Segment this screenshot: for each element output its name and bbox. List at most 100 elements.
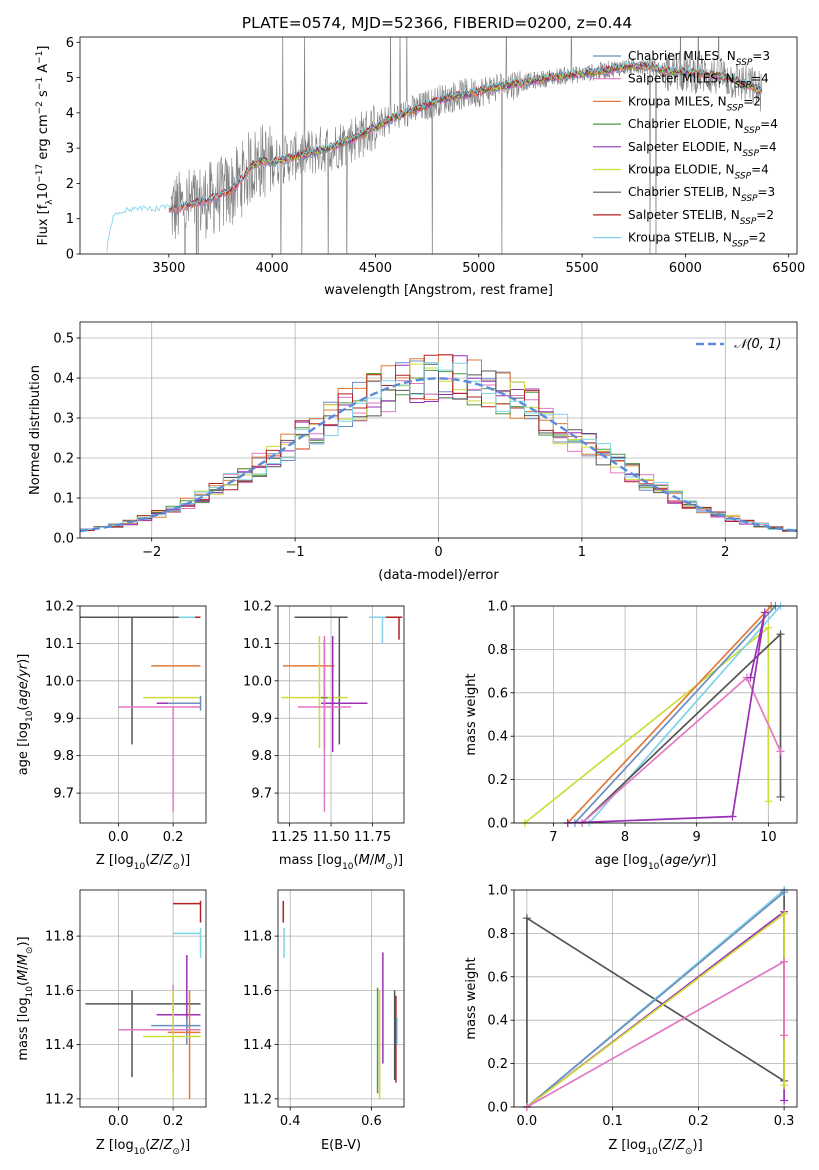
- residual-hist-salpeter_stelib: [80, 354, 797, 532]
- figure-title: PLATE=0574, MJD=52366, FIBERID=0200, z=0…: [242, 14, 632, 32]
- x-tick-label: 0.0: [108, 830, 129, 845]
- y-tick-label: 10.2: [243, 600, 272, 615]
- axes-mass_vs_Z: 0.0 0.2 11.2 11.4 11.6 11.8: [45, 890, 206, 1129]
- x-tick-label: 11.25: [271, 830, 308, 845]
- cum-marker-chabrier_stelib: [776, 630, 785, 639]
- cum-age-xlabel: age [log10(age/yr)]: [595, 853, 717, 872]
- axes-age_vs_Z: 0.0 0.2 9.7 9.8 9.9 10.0 10.1 10.2: [45, 600, 206, 845]
- x-tick-label: 4000: [256, 261, 289, 276]
- y-tick-label: 0.5: [53, 332, 74, 347]
- legend-label-salpeter_stelib: Salpeter STELIB, NSSP=2: [628, 208, 774, 227]
- y-tick-label: 9.7: [251, 787, 272, 802]
- x-tick-label: 3500: [152, 261, 185, 276]
- y-tick-label: 10.1: [45, 637, 74, 652]
- legend-label-chabrier_stelib: Chabrier STELIB, NSSP=3: [628, 185, 775, 204]
- y-tick-label: 0.4: [487, 730, 508, 745]
- y-tick-label: 0.8: [487, 643, 508, 658]
- axes-age_vs_mass: 11.25 11.50 11.75 9.7 9.8 9.9 10.0 10.1 10.2: [243, 600, 404, 845]
- y-tick-label: 0.2: [487, 1057, 508, 1072]
- y-tick-label: 11.2: [243, 1092, 272, 1107]
- legend-label-chabrier_miles: Chabrier MILES, NSSP=3: [628, 49, 770, 68]
- y-tick-label: 9.8: [251, 749, 272, 764]
- legend-label-chabrier_elodie: Chabrier ELODIE, NSSP=4: [628, 117, 778, 136]
- mass-vs-ebv-xlabel: E(B-V): [321, 1138, 361, 1153]
- mass_vs_Z-frame: [79, 889, 207, 1108]
- x-tick-label: 8: [621, 830, 629, 845]
- y-tick-label: 11.4: [243, 1038, 272, 1053]
- age-vs-mass-xlabel: mass [log10(M/M⊙)]: [279, 853, 403, 872]
- spectrum-ylabel: Flux [fλ10−17 erg cm−2 s−1 A−1]: [35, 46, 55, 246]
- axes-cum_Z: 0.0 0.1 0.2 0.3 0.0 0.2 0.4 0.6 0.8 1.0: [487, 884, 797, 1129]
- cum-marker-kroupa_elodie: [780, 909, 789, 918]
- y-tick-label: 0.6: [487, 686, 508, 701]
- cum-marker-chabrier_stelib: [522, 914, 531, 923]
- x-tick-label: 1: [578, 545, 586, 560]
- residuals-ylabel: Normed distribution: [28, 365, 43, 495]
- residuals-xlabel: (data-model)/error: [378, 568, 499, 583]
- cum-line-kroupa_elodie: [524, 625, 770, 823]
- y-tick-label: 4: [66, 106, 74, 121]
- cum-marker-kroupa_elodie: [780, 1081, 789, 1090]
- y-tick-label: 3: [66, 142, 74, 157]
- cum-line-kroupa_miles: [567, 606, 772, 823]
- y-tick-label: 11.6: [243, 984, 272, 999]
- cum-marker-salpeter_elodie: [780, 1096, 789, 1105]
- cum-Z-xlabel: Z [log10(Z/Z⊙)]: [608, 1138, 702, 1157]
- x-tick-label: 6500: [772, 261, 805, 276]
- y-tick-label: 1.0: [487, 884, 508, 899]
- x-tick-label: 9: [693, 830, 701, 845]
- y-tick-label: 0.8: [487, 927, 508, 942]
- axes-cum_age: 7 8 9 10 0.0 0.2 0.4 0.6 0.8 1.0: [487, 600, 797, 845]
- y-tick-label: 0.6: [487, 970, 508, 985]
- x-tick-label: 0.3: [774, 1114, 795, 1129]
- cum-line-chabrier_miles: [574, 606, 777, 823]
- y-tick-label: 9.9: [251, 712, 272, 727]
- y-tick-label: 11.8: [45, 930, 74, 945]
- age-vs-Z-xlabel: Z [log10(Z/Z⊙)]: [96, 853, 190, 872]
- y-tick-label: 9.7: [53, 787, 74, 802]
- y-tick-label: 0: [66, 248, 74, 263]
- x-tick-label: 4500: [359, 261, 392, 276]
- cum-line-salpeter_elodie: [567, 612, 766, 823]
- y-tick-label: 9.9: [53, 712, 74, 727]
- x-tick-label: 0.2: [163, 1114, 184, 1129]
- x-tick-label: 7: [549, 830, 557, 845]
- spectrum-legend: Chabrier MILES, NSSP=3 Salpeter MILES, NS…: [593, 49, 778, 250]
- y-tick-label: 6: [66, 36, 74, 51]
- y-tick-label: 2: [66, 177, 74, 192]
- x-tick-label: 2: [721, 545, 729, 560]
- y-tick-label: 10.2: [45, 600, 74, 615]
- x-tick-label: 5500: [566, 261, 599, 276]
- y-tick-label: 11.2: [45, 1092, 74, 1107]
- axes-residuals: −2 −1 0 1 2 0.0 0.1 0.2 0.3 0.4 0.5: [53, 322, 798, 560]
- y-tick-label: 0.2: [487, 773, 508, 788]
- legend-label-kroupa_miles: Kroupa MILES, NSSP=2: [628, 94, 761, 113]
- y-tick-label: 11.8: [243, 930, 272, 945]
- x-tick-label: 0.0: [517, 1114, 538, 1129]
- cum-marker-chabrier_miles: [780, 888, 789, 897]
- gaussian-curve: [79, 377, 798, 533]
- legend-label-kroupa_elodie: Kroupa ELODIE, NSSP=4: [628, 163, 769, 182]
- cum_Z-ylabel: mass weight: [464, 957, 479, 1039]
- y-tick-label: 11.4: [45, 1038, 74, 1053]
- age-vs-Z-ylabel: age [log10(age/yr)]: [16, 654, 35, 776]
- cum-marker-salpeter_elodie: [760, 608, 769, 617]
- legend-label-salpeter_miles: Salpeter MILES, NSSP=4: [628, 72, 769, 91]
- x-tick-label: 11.50: [312, 830, 349, 845]
- y-tick-label: 10.1: [243, 637, 272, 652]
- y-tick-label: 0.3: [53, 412, 74, 427]
- model-line-salpeter_stelib: [168, 61, 762, 210]
- cum-marker-salpeter_miles: [780, 1031, 789, 1040]
- y-tick-label: 1.0: [487, 600, 508, 615]
- cum-marker-salpeter_miles: [776, 747, 785, 756]
- y-tick-label: 11.6: [45, 984, 74, 999]
- y-tick-label: 0.4: [487, 1014, 508, 1029]
- mass_vs_ebv-frame: [277, 889, 405, 1108]
- legend-label-salpeter_elodie: Salpeter ELODIE, NSSP=4: [628, 140, 777, 159]
- cum_age-ylabel: mass weight: [464, 673, 479, 755]
- x-tick-label: 5000: [462, 261, 495, 276]
- cum-line-chabrier_stelib: [581, 632, 782, 823]
- x-tick-label: 0.6: [361, 1114, 382, 1129]
